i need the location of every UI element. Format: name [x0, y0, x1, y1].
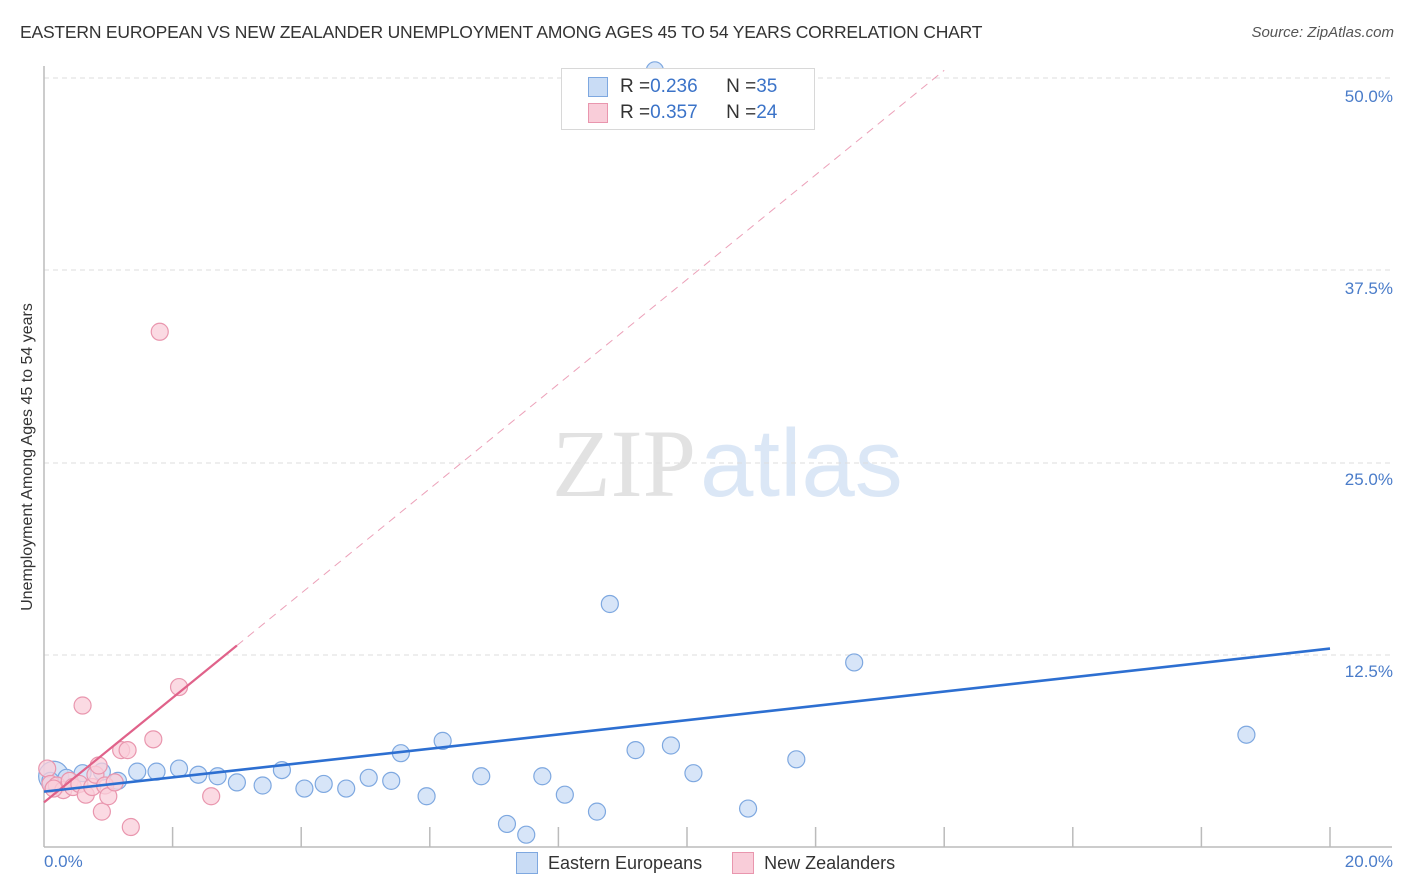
- source-label: Source: ZipAtlas.com: [1251, 24, 1394, 41]
- x-tick-marks: [171, 827, 1331, 847]
- n-label: N =: [726, 76, 757, 97]
- data-point: [600, 594, 619, 614]
- eastern-europeans-points: [38, 61, 1256, 844]
- r-value: 0.236: [650, 76, 698, 97]
- data-point: [202, 787, 221, 806]
- eastern-europeans-trend-line: [43, 647, 1331, 793]
- legend-label: New Zealanders: [764, 852, 896, 873]
- blue-swatch-icon: [516, 852, 538, 874]
- data-point: [684, 764, 703, 783]
- r-label: R =: [620, 76, 651, 97]
- data-point: [497, 814, 517, 834]
- data-point: [118, 741, 137, 760]
- watermark: ZIPatlas: [552, 408, 903, 519]
- data-point: [208, 767, 227, 786]
- new-zealanders-trend-line: [43, 644, 238, 804]
- correlation-legend: R = 0.236 N = 35 R = 0.357 N = 24: [561, 68, 815, 130]
- data-point: [359, 768, 378, 787]
- data-point: [89, 756, 108, 775]
- data-point: [169, 759, 189, 778]
- data-point: [587, 802, 607, 821]
- legend-item-new-zealanders[interactable]: New Zealanders: [732, 852, 895, 874]
- data-point: [433, 731, 452, 750]
- data-point: [314, 774, 333, 794]
- r-value: 0.357: [650, 102, 698, 123]
- legend-label: Eastern Europeans: [548, 852, 703, 873]
- data-point: [73, 696, 92, 715]
- y-tick-12-5: 12.5%: [1344, 662, 1393, 681]
- data-point: [533, 767, 552, 786]
- legend-row-eastern-europeans: R = 0.236 N = 35: [588, 76, 777, 98]
- data-point: [382, 771, 401, 790]
- data-point: [417, 787, 436, 806]
- series-legend: Eastern Europeans New Zealanders: [516, 852, 925, 874]
- axes: [43, 66, 1392, 848]
- r-label: R =: [620, 102, 651, 123]
- gridlines: [44, 77, 1392, 656]
- x-tick-20: 20.0%: [1344, 852, 1393, 871]
- data-point: [128, 762, 147, 781]
- data-point: [626, 741, 645, 760]
- data-point: [227, 773, 246, 792]
- data-point: [121, 817, 140, 837]
- data-point: [661, 736, 681, 755]
- data-point: [295, 779, 314, 798]
- y-tick-25: 25.0%: [1344, 470, 1393, 489]
- n-value: 35: [756, 76, 778, 97]
- data-point: [517, 825, 536, 844]
- y-tick-50: 50.0%: [1344, 87, 1393, 106]
- y-tick-37-5: 37.5%: [1344, 279, 1393, 298]
- data-point: [845, 653, 864, 672]
- blue-swatch-icon: [588, 77, 608, 97]
- data-point: [253, 776, 272, 795]
- new-zealanders-points: [38, 322, 221, 837]
- data-point: [787, 750, 806, 769]
- data-point: [337, 779, 356, 798]
- n-label: N =: [726, 102, 757, 123]
- data-point: [738, 799, 758, 818]
- data-point: [38, 759, 57, 778]
- new-zealanders-trend-extension: [236, 69, 945, 646]
- n-value: 24: [756, 102, 778, 123]
- data-point: [1237, 725, 1256, 744]
- legend-row-new-zealanders: R = 0.357 N = 24: [588, 102, 777, 124]
- data-point: [555, 785, 574, 804]
- data-point: [472, 767, 491, 786]
- x-tick-0: 0.0%: [44, 852, 83, 871]
- data-point: [92, 802, 111, 821]
- legend-item-eastern-europeans[interactable]: Eastern Europeans: [516, 852, 702, 874]
- data-point: [144, 730, 163, 749]
- chart-title: EASTERN EUROPEAN VS NEW ZEALANDER UNEMPL…: [20, 22, 983, 42]
- pink-swatch-icon: [588, 103, 608, 123]
- pink-swatch-icon: [732, 852, 755, 874]
- data-point: [150, 322, 169, 341]
